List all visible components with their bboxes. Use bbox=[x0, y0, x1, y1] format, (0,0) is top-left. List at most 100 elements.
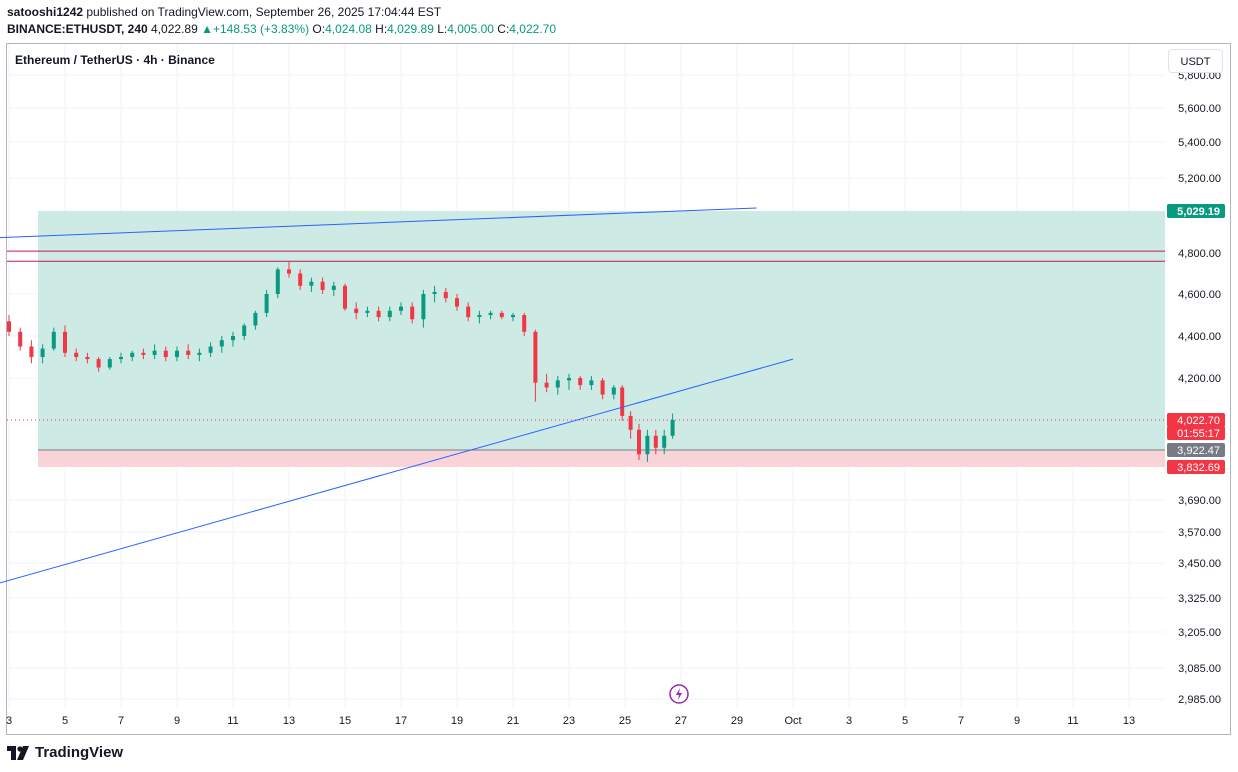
candle-body bbox=[589, 380, 594, 386]
candle-body bbox=[354, 308, 359, 313]
tradingview-logo[interactable]: TradingView bbox=[7, 744, 123, 761]
close-label: C: bbox=[497, 22, 510, 36]
price-label: 4,022.70 bbox=[1177, 415, 1220, 427]
y-tick-label: 4,400.00 bbox=[1178, 331, 1221, 343]
x-tick-label: 7 bbox=[958, 715, 964, 727]
y-tick-label: 4,600.00 bbox=[1178, 289, 1221, 301]
candle-body bbox=[620, 387, 625, 416]
price-label-box bbox=[1167, 204, 1225, 218]
candle-body bbox=[264, 294, 269, 313]
candle-body bbox=[51, 331, 56, 349]
high-label: H: bbox=[375, 22, 388, 36]
x-tick-label: Oct bbox=[784, 715, 801, 727]
candle-body bbox=[219, 340, 224, 347]
price-label: 3,922.47 bbox=[1177, 445, 1220, 457]
price-label: 5,029.19 bbox=[1177, 206, 1220, 218]
y-tick-label: 3,570.00 bbox=[1178, 527, 1221, 539]
candle-body bbox=[443, 291, 448, 299]
candle-body bbox=[186, 350, 191, 355]
candle-body bbox=[119, 357, 123, 360]
candle-body bbox=[208, 346, 213, 353]
y-tick-label: 2,985.00 bbox=[1178, 694, 1221, 706]
candle-body bbox=[287, 269, 291, 274]
candle-body bbox=[141, 352, 146, 355]
candle-body bbox=[544, 382, 549, 388]
x-tick-label: 3 bbox=[6, 715, 12, 727]
x-tick-label: 15 bbox=[339, 715, 351, 727]
lightning-icon bbox=[669, 684, 689, 704]
x-tick-label: 3 bbox=[846, 715, 852, 727]
candle-body bbox=[410, 306, 415, 320]
candle-body bbox=[331, 285, 336, 290]
y-tick-label: 3,450.00 bbox=[1178, 558, 1221, 570]
price-change: +148.53 (+3.83%) bbox=[213, 22, 310, 36]
low-label: L: bbox=[437, 22, 448, 36]
currency-button[interactable]: USDT bbox=[1168, 49, 1223, 73]
candle-body bbox=[600, 380, 605, 395]
candle-body bbox=[611, 387, 616, 395]
candle-body bbox=[567, 378, 571, 381]
candle-body bbox=[432, 291, 437, 294]
candle-body bbox=[18, 331, 23, 347]
candle-body bbox=[511, 315, 515, 318]
x-tick-label: 11 bbox=[227, 715, 238, 727]
y-tick-label: 3,690.00 bbox=[1178, 495, 1221, 507]
candle-body bbox=[653, 435, 658, 448]
candle-body bbox=[533, 331, 538, 383]
candles bbox=[7, 261, 675, 462]
candle-body bbox=[387, 310, 392, 318]
ohlc-line: BINANCE:ETHUSDT, 240 4,022.89 ▲+148.53 (… bbox=[7, 22, 556, 36]
stop-zone bbox=[38, 450, 1165, 467]
x-tick-label: 9 bbox=[174, 715, 180, 727]
trendline-lower bbox=[0, 358, 794, 584]
candle-body bbox=[455, 298, 459, 307]
publish-text: published on TradingView.com, September … bbox=[83, 5, 442, 19]
candle-body bbox=[670, 420, 675, 436]
low-value: 4,005.00 bbox=[447, 22, 494, 36]
y-tick-label: 4,800.00 bbox=[1178, 248, 1221, 260]
author-name[interactable]: satooshi1242 bbox=[7, 5, 84, 19]
candle-body bbox=[85, 357, 90, 360]
x-tick-label: 13 bbox=[283, 715, 295, 727]
up-arrow-icon: ▲ bbox=[201, 22, 213, 36]
x-tick-label: 11 bbox=[1067, 715, 1078, 727]
candle-body bbox=[645, 435, 650, 455]
candle-body bbox=[231, 336, 235, 341]
candle-body bbox=[242, 325, 247, 336]
x-tick-label: 17 bbox=[395, 715, 407, 727]
candle-body bbox=[376, 310, 381, 318]
candle-body bbox=[578, 378, 583, 386]
y-tick-label: 5,600.00 bbox=[1178, 103, 1221, 115]
y-tick-label: 5,200.00 bbox=[1178, 173, 1221, 185]
price-label: 3,832.69 bbox=[1177, 462, 1220, 474]
candle-body bbox=[488, 312, 493, 315]
brand-name: TradingView bbox=[35, 744, 124, 761]
candle-body bbox=[197, 352, 202, 355]
x-tick-label: 7 bbox=[118, 715, 124, 727]
candle-body bbox=[343, 285, 347, 309]
symbol: BINANCE:ETHUSDT, 240 bbox=[7, 22, 148, 36]
open-value: 4,024.08 bbox=[325, 22, 372, 36]
candle-body bbox=[96, 359, 101, 368]
candle-body bbox=[152, 350, 157, 355]
price-label-box bbox=[1167, 443, 1225, 457]
candle-body bbox=[466, 306, 471, 318]
candle-body bbox=[107, 359, 112, 368]
y-tick-label: 4,200.00 bbox=[1178, 373, 1221, 385]
candle-body bbox=[555, 380, 560, 388]
x-tick-label: 5 bbox=[62, 715, 68, 727]
candle-body bbox=[365, 310, 370, 313]
candle-body bbox=[163, 350, 168, 357]
x-tick-label: 29 bbox=[731, 715, 743, 727]
candle-body bbox=[662, 435, 667, 448]
x-tick-label: 9 bbox=[1014, 715, 1020, 727]
publish-info: satooshi1242 published on TradingView.co… bbox=[7, 5, 441, 19]
y-tick-label: 3,205.00 bbox=[1178, 627, 1221, 639]
y-tick-label: 3,325.00 bbox=[1178, 593, 1221, 605]
price-label-box bbox=[1167, 413, 1225, 427]
y-tick-label: 3,085.00 bbox=[1178, 663, 1221, 675]
candle-body bbox=[74, 352, 79, 357]
y-axis: 5,800.00 5,600.00 5,400.00 5,200.00 4,800.00… bbox=[1178, 70, 1221, 706]
